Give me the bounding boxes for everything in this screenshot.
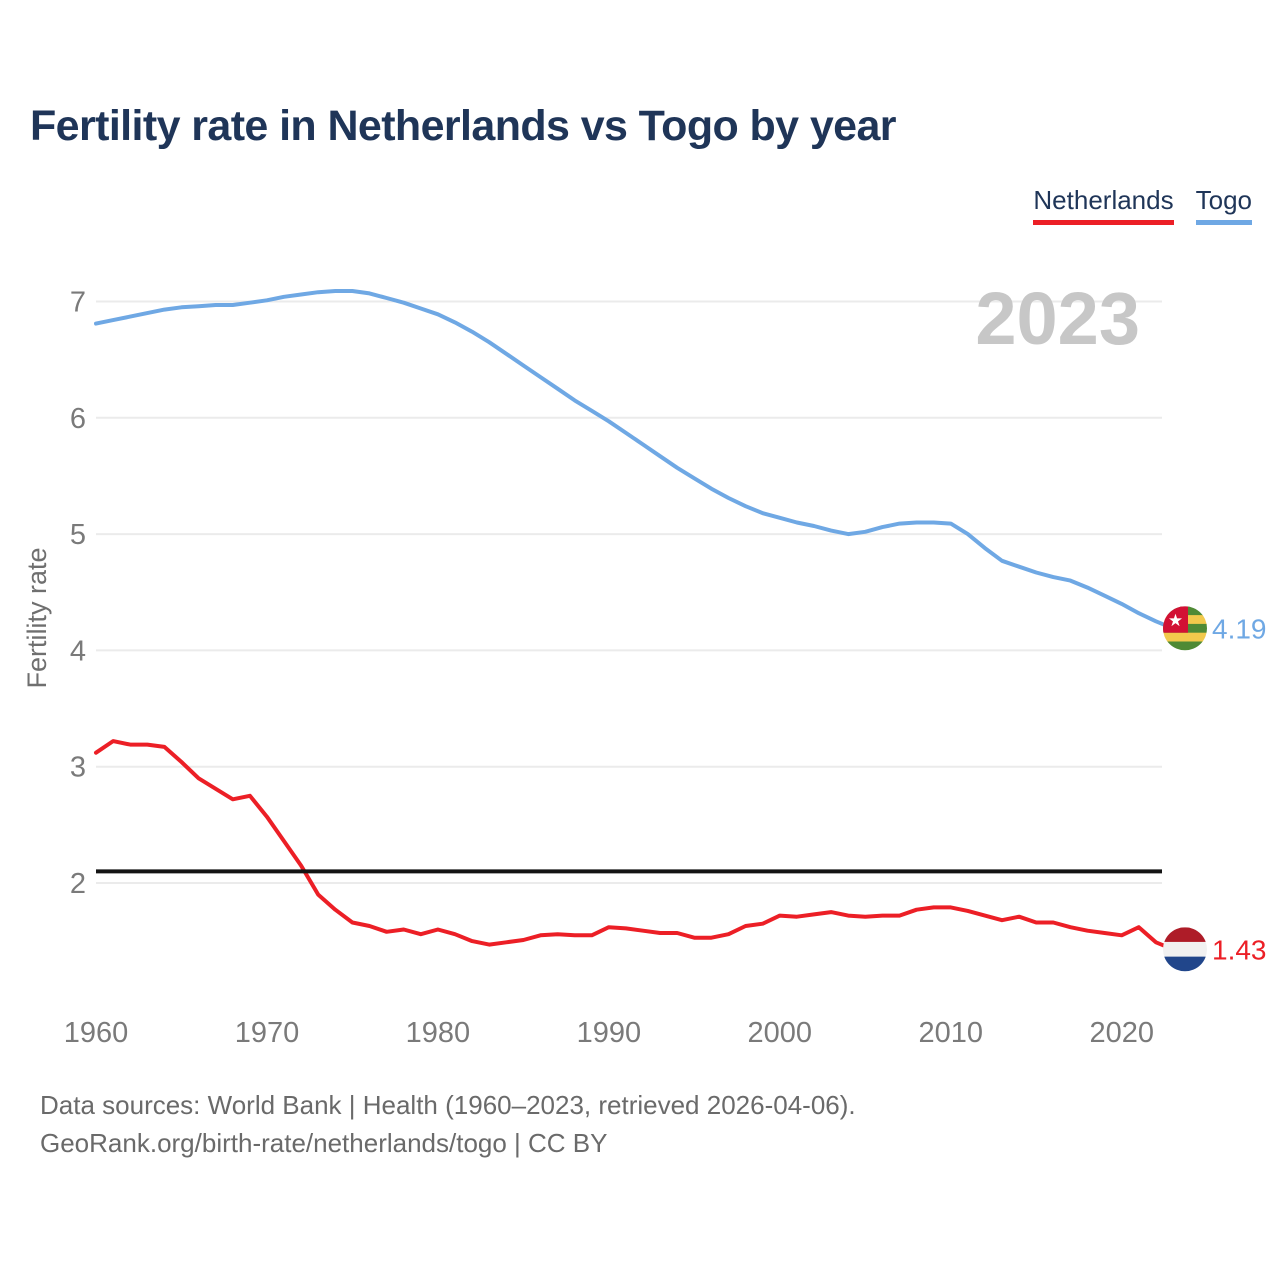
series-line-netherlands <box>94 739 1175 952</box>
x-tick-label-1970: 1970 <box>235 1017 300 1049</box>
legend-item-netherlands[interactable]: Netherlands <box>1033 185 1174 225</box>
togo-star-icon: ★ <box>1168 611 1183 630</box>
flag-icon-togo: ★ <box>1163 606 1207 651</box>
year-watermark: 2023 <box>975 277 1140 360</box>
end-value-label-netherlands: 1.43 <box>1212 934 1267 965</box>
x-tick-label-2020: 2020 <box>1089 1017 1154 1049</box>
x-tick-label-1960: 1960 <box>64 1017 129 1049</box>
x-tick-label-1980: 1980 <box>406 1017 471 1049</box>
series-line-togo <box>94 289 1175 631</box>
flag-icon-netherlands <box>1163 927 1207 972</box>
y-tick-label-2: 2 <box>70 868 86 900</box>
y-tick-label-6: 6 <box>70 403 86 435</box>
chart-legend: Netherlands Togo <box>1033 185 1252 225</box>
page-title: Fertility rate in Netherlands vs Togo by… <box>30 102 897 150</box>
end-value-label-togo: 4.19 <box>1212 613 1267 644</box>
y-tick-label-5: 5 <box>70 519 86 551</box>
footer-sources-line: Data sources: World Bank | Health (1960–… <box>40 1090 856 1120</box>
footer-attribution-line: GeoRank.org/birth-rate/netherlands/togo … <box>40 1128 608 1158</box>
y-tick-label-3: 3 <box>70 752 86 784</box>
legend-item-togo[interactable]: Togo <box>1195 185 1252 225</box>
y-tick-label-4: 4 <box>70 635 86 667</box>
y-tick-label-7: 7 <box>70 287 86 319</box>
y-axis-title: Fertility rate <box>22 547 52 688</box>
x-tick-label-2010: 2010 <box>918 1017 983 1049</box>
x-tick-label-1990: 1990 <box>577 1017 642 1049</box>
data-sources-footer: Data sources: World Bank | Health (1960–… <box>40 1086 856 1162</box>
x-tick-label-2000: 2000 <box>748 1017 813 1049</box>
